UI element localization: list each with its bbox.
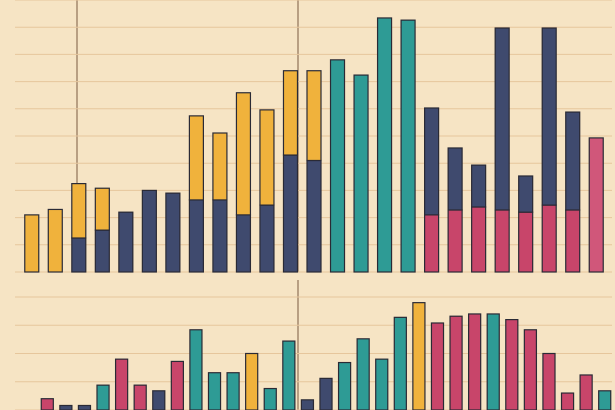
bar [447, 147, 463, 211]
bar [337, 361, 352, 410]
bar [300, 399, 315, 410]
bar [96, 384, 110, 410]
bar [356, 338, 370, 410]
bar [579, 374, 593, 410]
bar [24, 214, 40, 273]
bar [188, 115, 204, 201]
bar [560, 392, 575, 410]
bar [598, 390, 612, 410]
bar [207, 372, 222, 410]
bar [329, 59, 346, 273]
bar [170, 360, 184, 410]
bar [494, 209, 510, 273]
bar [541, 27, 557, 206]
bar [518, 211, 534, 273]
bar [259, 109, 275, 206]
bar [353, 74, 369, 273]
bar [486, 313, 500, 410]
bar [212, 199, 228, 273]
bar [235, 92, 252, 216]
bar [47, 208, 63, 273]
bar [319, 377, 333, 410]
bar [306, 159, 322, 273]
bar [282, 154, 299, 273]
bar [400, 19, 416, 273]
bar [376, 17, 393, 273]
bar [226, 372, 240, 410]
bar [518, 175, 534, 213]
bar [282, 340, 296, 410]
bar [114, 358, 129, 410]
bar [235, 214, 252, 273]
bar [77, 404, 92, 410]
bar [430, 322, 445, 410]
bar [141, 189, 157, 273]
bar [94, 229, 110, 273]
bar [505, 319, 519, 410]
bar [542, 352, 556, 410]
bar [118, 211, 134, 273]
bar [449, 315, 463, 410]
bar [259, 204, 275, 273]
bar [541, 204, 557, 273]
bar [565, 111, 581, 211]
bar [212, 132, 228, 201]
bar [468, 313, 482, 410]
bar [471, 164, 487, 208]
bar [588, 137, 604, 273]
bar [494, 27, 510, 211]
bar [375, 358, 389, 410]
bar [523, 329, 538, 410]
bar [59, 404, 73, 410]
bar [165, 192, 181, 273]
bar [263, 387, 277, 410]
bar [565, 209, 581, 273]
bar [471, 206, 487, 273]
bar [393, 316, 407, 410]
bar [424, 214, 440, 273]
bar [71, 183, 87, 239]
bar [133, 384, 147, 410]
bar [71, 237, 87, 273]
bar [447, 209, 463, 273]
bar [245, 352, 259, 410]
bar [188, 199, 204, 273]
bar [94, 187, 110, 231]
bar [306, 70, 322, 162]
bar [189, 329, 203, 410]
bar [424, 107, 440, 216]
bar [412, 302, 426, 410]
bar [282, 70, 299, 156]
bar [152, 390, 166, 410]
bar [40, 398, 54, 410]
